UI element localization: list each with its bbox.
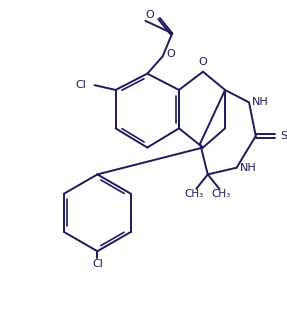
- Text: Cl: Cl: [92, 259, 103, 269]
- Text: O: O: [199, 57, 207, 67]
- Text: NH: NH: [239, 163, 256, 173]
- Text: CH₃: CH₃: [185, 189, 204, 199]
- Text: S: S: [280, 131, 287, 141]
- Text: NH: NH: [252, 97, 269, 108]
- Text: O: O: [166, 49, 175, 59]
- Text: Cl: Cl: [75, 80, 86, 90]
- Text: CH₃: CH₃: [212, 189, 231, 199]
- Text: O: O: [145, 10, 154, 20]
